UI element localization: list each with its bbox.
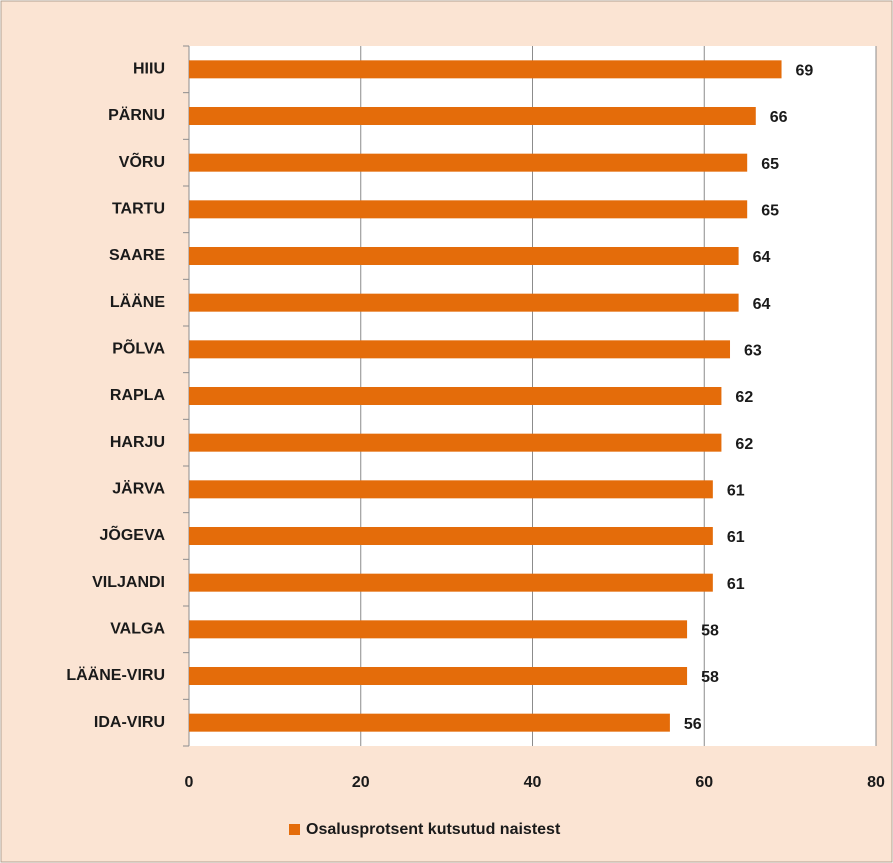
y-tick-label: PÄRNU <box>108 106 165 124</box>
legend-swatch <box>289 824 300 835</box>
y-tick-label: TARTU <box>112 201 165 218</box>
x-tick-label: 60 <box>695 774 713 791</box>
x-tick-label: 20 <box>352 774 370 791</box>
bar <box>189 667 688 685</box>
y-tick-label: VÕRU <box>119 151 165 171</box>
bar <box>189 153 748 172</box>
y-tick-label: LÄÄNE <box>110 293 165 311</box>
data-label: 63 <box>744 343 762 360</box>
bar <box>189 60 782 79</box>
data-label: 62 <box>735 389 753 406</box>
y-tick-label: JÄRVA <box>112 480 165 498</box>
bar <box>189 527 713 545</box>
bar <box>189 200 748 219</box>
data-label: 56 <box>684 716 702 733</box>
x-tick-label: 40 <box>524 774 542 791</box>
bar <box>189 713 670 732</box>
bar <box>189 387 722 405</box>
data-label: 61 <box>727 576 745 593</box>
data-label: 58 <box>701 623 719 640</box>
y-tick-label: RAPLA <box>110 387 166 404</box>
data-label: 61 <box>727 529 745 546</box>
data-label: 69 <box>796 63 814 80</box>
y-tick-label: IDA-VIRU <box>94 714 165 731</box>
bar <box>189 620 688 639</box>
data-label: 61 <box>727 483 745 500</box>
y-tick-label: SAARE <box>109 247 165 264</box>
data-label: 65 <box>761 156 779 173</box>
y-tick-label: VALGA <box>110 621 165 638</box>
x-tick-label: 0 <box>185 774 194 791</box>
y-tick-label: VILJANDI <box>92 574 165 591</box>
data-label: 65 <box>761 203 779 220</box>
bar <box>189 107 756 125</box>
y-tick-label: JÕGEVA <box>100 524 166 544</box>
y-tick-label: LÄÄNE-VIRU <box>66 666 165 684</box>
y-tick-label: HIIU <box>133 61 165 78</box>
bar <box>189 433 722 452</box>
data-label: 62 <box>735 436 753 453</box>
bar <box>189 573 713 592</box>
legend-label: Osalusprotsent kutsutud naistest <box>306 821 561 838</box>
bar <box>189 247 739 265</box>
data-label: 64 <box>753 296 771 313</box>
data-label: 58 <box>701 669 719 686</box>
x-tick-label: 80 <box>867 774 885 791</box>
bar <box>189 480 713 499</box>
data-label: 64 <box>753 249 771 266</box>
data-label: 66 <box>770 109 788 126</box>
bar <box>189 293 739 312</box>
y-tick-label: HARJU <box>110 434 165 451</box>
bar <box>189 340 731 359</box>
y-tick-label: PÕLVA <box>112 338 165 358</box>
